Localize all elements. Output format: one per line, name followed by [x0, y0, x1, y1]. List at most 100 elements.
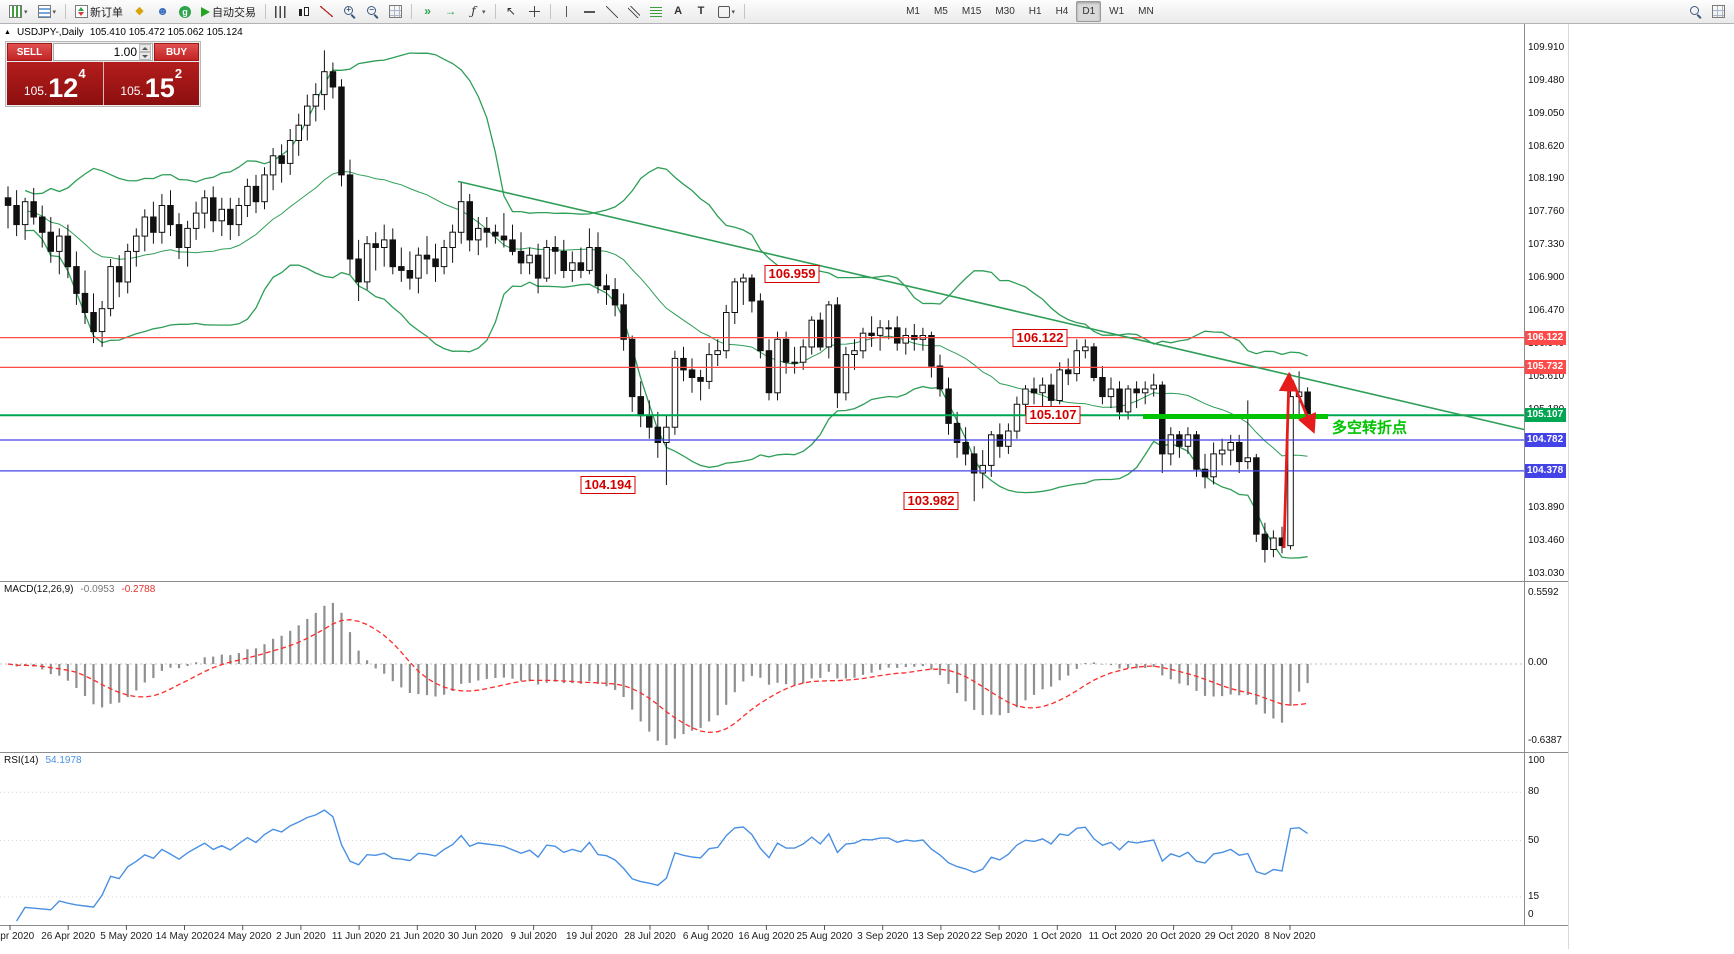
- cursor-button[interactable]: ↖: [501, 1, 522, 22]
- ask-integer: 105.: [120, 84, 144, 98]
- macd-axis-label: 0.5592: [1528, 587, 1559, 598]
- chart-plot[interactable]: [0, 24, 1568, 949]
- channel-icon: [627, 5, 640, 18]
- timeframe-h4-button[interactable]: H4: [1055, 6, 1069, 17]
- dropdown-caret-icon: ▾: [731, 8, 736, 16]
- toolbar-separator: [265, 4, 267, 19]
- tile-windows-button[interactable]: [385, 1, 406, 22]
- price-axis-label: 103.460: [1528, 535, 1565, 547]
- sell-button[interactable]: SELL: [7, 43, 52, 61]
- bid-point: 4: [78, 66, 86, 81]
- timeframe-w1-button[interactable]: W1: [1109, 6, 1125, 17]
- chart-title: ▲ USDJPY-,Daily 105.410 105.472 105.062 …: [4, 27, 243, 38]
- search-symbols-button[interactable]: [1685, 1, 1706, 22]
- spin-down-icon[interactable]: [139, 52, 151, 60]
- trendline-button[interactable]: [602, 1, 622, 22]
- auto-scroll-button[interactable]: »: [417, 1, 438, 22]
- timeframe-h1-button[interactable]: H1: [1028, 6, 1042, 17]
- trend-line[interactable]: [457, 180, 1525, 431]
- macd-signal-value: -0.2788: [121, 584, 156, 595]
- candlestick-chart-button[interactable]: [293, 1, 314, 22]
- buy-price-display[interactable]: 105. 15 2: [103, 62, 199, 105]
- text-button[interactable]: A: [668, 1, 689, 22]
- timeframe-d1-button[interactable]: D1: [1076, 1, 1102, 22]
- timeframe-m30-button[interactable]: M30: [995, 6, 1015, 17]
- direction-arrows[interactable]: [1278, 371, 1317, 549]
- macd-axis-label: 0.00: [1528, 657, 1548, 668]
- chart-overlays: 109.910 109.480 109.050 108.620 108.190 107.7…: [0, 24, 1568, 949]
- price-callout-label[interactable]: 103.982: [903, 492, 959, 511]
- ohlc-bars-icon: [275, 5, 288, 18]
- new-order-button[interactable]: 新订单: [71, 1, 127, 22]
- timeframe-m1-button[interactable]: M1: [906, 6, 920, 17]
- time-axis-label: 1 Oct 2020: [1032, 931, 1082, 942]
- timeframe-m5-button[interactable]: M5: [933, 6, 948, 17]
- channel-button[interactable]: [624, 1, 644, 22]
- time-axis-label: 8 Nov 2020: [1264, 931, 1316, 942]
- timeframe-mn-button[interactable]: MN: [1138, 6, 1154, 17]
- grid-icon: [389, 5, 403, 18]
- shapes-icon: [717, 5, 730, 18]
- text-a-icon: A: [674, 5, 683, 17]
- price-callout-label[interactable]: 106.122: [1012, 328, 1068, 347]
- price-axis-label: 106.470: [1528, 304, 1565, 316]
- bar-chart-button[interactable]: [271, 1, 291, 22]
- time-axis-label: 26 Apr 2020: [41, 931, 96, 942]
- vertical-line-button[interactable]: [556, 1, 577, 22]
- market-watch-button[interactable]: ☻: [152, 1, 173, 22]
- price-axis-label: 105.610: [1528, 370, 1565, 382]
- time-axis-label: 24 May 2020: [213, 931, 272, 942]
- new-chart-button[interactable]: ▾: [5, 1, 32, 22]
- play-icon: [201, 6, 211, 17]
- annotation-text[interactable]: 多空转折点: [1332, 419, 1408, 437]
- new-window-button[interactable]: [1708, 1, 1729, 22]
- one-click-controls: SELL 1.00 BUY: [7, 43, 199, 61]
- label-button[interactable]: T: [691, 1, 712, 22]
- rsi-axis-label: 100: [1528, 755, 1545, 766]
- chart-doc-icon: [9, 5, 22, 18]
- sell-price-display[interactable]: 105. 12 4: [7, 62, 104, 105]
- volume-spin-buttons: [139, 44, 151, 60]
- fibonacci-button[interactable]: [646, 1, 666, 22]
- price-tag: 105.107: [1525, 408, 1566, 423]
- price-axis-label: 109.050: [1528, 107, 1565, 119]
- volume-stepper[interactable]: 1.00: [53, 43, 153, 61]
- indicators-wizard-button[interactable]: ◆: [129, 1, 150, 22]
- price-callout-label[interactable]: 104.194: [580, 476, 636, 494]
- dropdown-caret-icon: ▾: [482, 8, 486, 16]
- auto-scroll-icon: »: [424, 4, 431, 18]
- time-axis-label: 5 May 2020: [100, 931, 153, 942]
- price-tag: 104.378: [1525, 463, 1566, 478]
- label-t-icon: T: [697, 5, 705, 17]
- chart-window-usdjpy[interactable]: 109.910 109.480 109.050 108.620 108.190 107.7…: [0, 24, 1568, 949]
- time-axis-label: 16 Aug 2020: [738, 931, 795, 942]
- hline-icon: [583, 5, 596, 18]
- shapes-button[interactable]: ▾: [714, 1, 740, 22]
- indicators-list-button[interactable]: ƒ ▾: [463, 1, 490, 22]
- price-tag: 104.782: [1525, 433, 1566, 448]
- crosshair-button[interactable]: [524, 1, 545, 22]
- rsi-axis-label: 80: [1528, 786, 1540, 798]
- spin-up-icon[interactable]: [139, 44, 151, 52]
- zoom-in-button[interactable]: +: [339, 1, 360, 22]
- zoom-out-button[interactable]: −: [362, 1, 383, 22]
- horizontal-line-button[interactable]: [579, 1, 600, 22]
- scripts-button[interactable]: g: [175, 1, 195, 22]
- profiles-button[interactable]: ▾: [34, 1, 61, 22]
- fibonacci-icon: [649, 6, 662, 17]
- chart-shift-button[interactable]: →: [440, 1, 461, 22]
- new-order-icon: [75, 5, 89, 18]
- auto-trading-button[interactable]: 自动交易: [197, 1, 260, 22]
- buy-button[interactable]: BUY: [154, 43, 199, 61]
- price-callout-label[interactable]: 106.959: [764, 264, 820, 283]
- time-axis-label: 20 Oct 2020: [1146, 931, 1201, 942]
- price-callout-label[interactable]: 105.107: [1025, 406, 1081, 425]
- price-chart-canvas[interactable]: [0, 24, 1568, 949]
- main-toolbar: ▾ ▾ 新订单 ◆ ☻ g 自动交易 + −» → ƒ ▾ ↖ A T ▾ M1 M5 M15 M30 H1 H4 D1 W1…: [0, 0, 1734, 24]
- line-chart-button[interactable]: [316, 1, 337, 22]
- rsi-axis-label: 15: [1528, 890, 1540, 902]
- workspace-background: [1568, 24, 1734, 949]
- price-axis-label: 108.620: [1528, 140, 1565, 152]
- support-line-bold[interactable]: [1143, 414, 1328, 419]
- timeframe-m15-button[interactable]: M15: [961, 6, 982, 17]
